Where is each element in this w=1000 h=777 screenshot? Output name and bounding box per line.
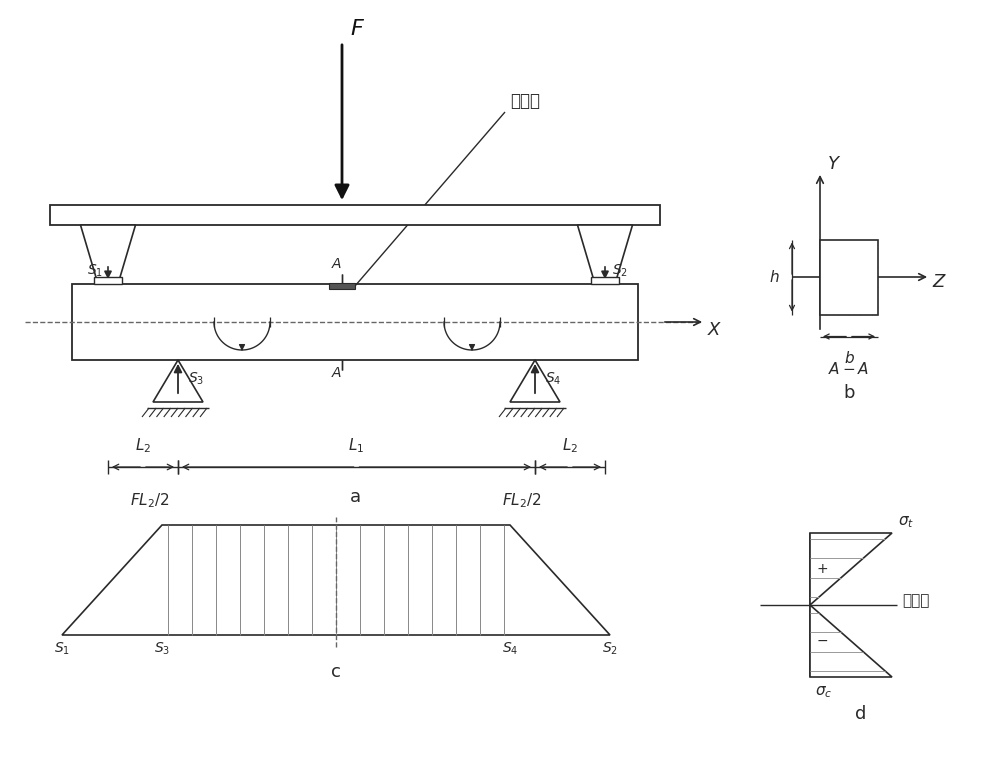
Polygon shape xyxy=(578,225,633,284)
Bar xyxy=(329,283,355,289)
Text: $X$: $X$ xyxy=(707,321,722,339)
Text: $FL_2/2$: $FL_2/2$ xyxy=(130,491,170,510)
Polygon shape xyxy=(810,533,892,605)
Text: $A$: $A$ xyxy=(331,257,343,271)
Text: $S_2$: $S_2$ xyxy=(612,263,628,279)
Text: d: d xyxy=(855,705,867,723)
Text: 中性层: 中性层 xyxy=(902,594,929,608)
Text: c: c xyxy=(331,663,341,681)
Text: $FL_2/2$: $FL_2/2$ xyxy=(502,491,542,510)
Bar xyxy=(591,277,619,284)
Bar xyxy=(94,277,122,284)
Text: $\sigma_c$: $\sigma_c$ xyxy=(815,684,832,700)
Polygon shape xyxy=(80,225,136,284)
Text: $Z$: $Z$ xyxy=(932,273,947,291)
Bar xyxy=(72,284,638,360)
Text: $A$: $A$ xyxy=(331,366,343,380)
Text: $A-A$: $A-A$ xyxy=(828,361,870,378)
Polygon shape xyxy=(810,605,892,677)
Text: $Y$: $Y$ xyxy=(827,155,841,173)
Bar xyxy=(820,239,878,315)
Polygon shape xyxy=(62,525,610,635)
Text: $S_2$: $S_2$ xyxy=(602,641,618,657)
Text: $S_1$: $S_1$ xyxy=(54,641,70,657)
Text: $L_2$: $L_2$ xyxy=(562,437,578,455)
Text: $b$: $b$ xyxy=(844,350,854,367)
Polygon shape xyxy=(510,360,560,402)
Text: $S_3$: $S_3$ xyxy=(154,641,170,657)
Text: 应变片: 应变片 xyxy=(510,92,540,110)
Bar xyxy=(50,205,660,225)
Text: +: + xyxy=(816,562,828,576)
Text: $F$: $F$ xyxy=(350,19,365,39)
Polygon shape xyxy=(153,360,203,402)
Text: $S_3$: $S_3$ xyxy=(188,371,204,387)
Text: $S_1$: $S_1$ xyxy=(87,263,103,279)
Text: $L_2$: $L_2$ xyxy=(135,437,151,455)
Text: b: b xyxy=(843,385,855,402)
Text: $\sigma_t$: $\sigma_t$ xyxy=(898,514,914,530)
Text: $L_1$: $L_1$ xyxy=(348,437,365,455)
Text: a: a xyxy=(349,488,361,506)
Text: −: − xyxy=(816,634,828,648)
Text: $h$: $h$ xyxy=(769,269,779,285)
Text: $S_4$: $S_4$ xyxy=(502,641,518,657)
Text: $S_4$: $S_4$ xyxy=(545,371,561,387)
